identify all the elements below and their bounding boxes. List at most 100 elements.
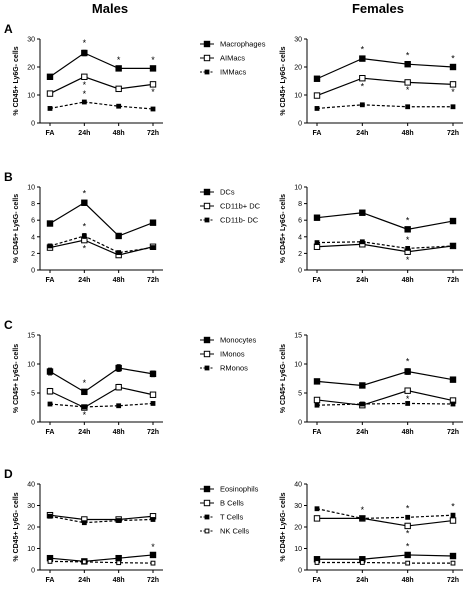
data-point — [405, 560, 411, 566]
series-monocytes: * — [313, 357, 457, 389]
series-rmonos — [47, 401, 156, 410]
series-nk-cells: * — [314, 550, 456, 566]
x-tick-label: FA — [46, 577, 55, 584]
series-line — [316, 508, 454, 520]
significance-star: * — [83, 80, 87, 90]
panel-label-c: C — [4, 318, 13, 332]
data-point — [46, 368, 54, 375]
legend-marker — [204, 69, 210, 75]
data-point — [359, 401, 365, 407]
y-tick-label: 10 — [27, 546, 35, 553]
series-line — [317, 561, 453, 564]
y-tick-label: 30 — [294, 503, 302, 510]
data-point — [150, 560, 156, 566]
series-immacs — [314, 102, 456, 111]
x-tick-label: FA — [46, 130, 55, 137]
y-axis-label: % CD45+ Ly6G- cells — [13, 194, 20, 263]
data-point — [359, 560, 365, 565]
data-point — [404, 368, 411, 375]
data-point — [81, 233, 87, 239]
data-point — [404, 551, 411, 559]
panel-label-d: D — [4, 467, 13, 481]
significance-star: * — [406, 542, 410, 552]
legend-a: Macrophages AIMacs IMMacs — [200, 40, 266, 77]
series-line — [316, 390, 454, 406]
y-tick-label: 5 — [298, 391, 302, 398]
x-tick-label: 24h — [78, 130, 90, 137]
y-axis-label: % CD45+ Ly6G- cells — [13, 344, 20, 413]
data-point — [81, 99, 87, 105]
data-point — [116, 560, 122, 566]
data-point — [47, 401, 53, 407]
legend-marker — [203, 40, 211, 48]
legend-label: B Cells — [220, 499, 244, 508]
y-tick-label: 10 — [294, 546, 302, 553]
data-point — [115, 364, 122, 372]
series-line — [317, 517, 454, 527]
data-point — [149, 391, 157, 398]
data-point — [313, 214, 321, 221]
y-tick-label: 20 — [27, 525, 35, 532]
data-point — [81, 199, 88, 206]
series-imonos: * — [313, 387, 457, 409]
series-line — [49, 101, 154, 110]
y-tick-label: 10 — [294, 93, 302, 100]
series-line — [316, 104, 453, 110]
significance-star: * — [83, 410, 87, 420]
y-tick-label: 8 — [31, 201, 35, 208]
series-line — [49, 367, 154, 393]
data-point — [47, 513, 53, 519]
significance-star: * — [406, 529, 410, 539]
significance-star: * — [83, 38, 87, 48]
y-tick-label: 15 — [294, 333, 302, 340]
series-t-cells: * * * — [314, 501, 456, 521]
x-tick-label: 72h — [147, 429, 159, 436]
x-tick-label: FA — [313, 130, 322, 137]
legend-d: Eosinophils B Cells T Cells NK Cells — [200, 485, 259, 536]
data-point — [314, 506, 320, 512]
chart-c-males: 0 5 10 15 FA 24h 48h 72h % CD45+ Ly6G- cells C * * M… — [4, 318, 257, 436]
y-axis-label: % CD45+ Ly6G- cells — [13, 492, 20, 561]
significance-star: * — [406, 357, 410, 367]
legend-marker — [204, 365, 210, 371]
series-line — [49, 52, 153, 78]
chart-d-males: 0 10 20 30 40 FA 24h 48h 72h % CD45+ Ly6G- cells D… — [4, 467, 259, 584]
data-point — [81, 520, 87, 526]
series-eosinophils: * — [313, 542, 457, 563]
legend-label: IMonos — [220, 350, 245, 359]
legend-marker — [203, 485, 211, 493]
significance-star: * — [83, 244, 87, 254]
series-immacs: * — [47, 89, 156, 112]
y-tick-label: 8 — [298, 201, 302, 208]
significance-star: * — [117, 55, 121, 65]
series-line — [316, 243, 454, 253]
data-point — [404, 79, 411, 86]
series-line — [49, 560, 154, 564]
x-tick-label: 48h — [113, 429, 125, 436]
data-point — [359, 516, 365, 521]
y-tick-label: 10 — [27, 93, 35, 100]
series-line — [49, 76, 154, 95]
data-point — [149, 551, 157, 559]
data-point — [150, 517, 156, 522]
data-point — [449, 552, 457, 560]
data-point — [150, 401, 156, 406]
significance-star: * — [406, 394, 410, 404]
x-tick-label: 48h — [113, 577, 125, 584]
data-point — [81, 49, 88, 57]
y-tick-label: 4 — [298, 234, 302, 241]
data-point — [46, 388, 54, 395]
series-line — [316, 370, 454, 387]
y-tick-label: 20 — [27, 65, 35, 72]
y-tick-label: 10 — [294, 362, 302, 369]
series-line — [316, 402, 454, 406]
data-point — [449, 217, 457, 225]
y-tick-label: 20 — [294, 65, 302, 72]
data-point — [115, 232, 122, 240]
series-line — [316, 241, 454, 250]
series-line — [316, 77, 454, 97]
series-line — [49, 402, 154, 408]
legend-label: RMonos — [220, 364, 248, 373]
legend-marker — [204, 528, 210, 534]
